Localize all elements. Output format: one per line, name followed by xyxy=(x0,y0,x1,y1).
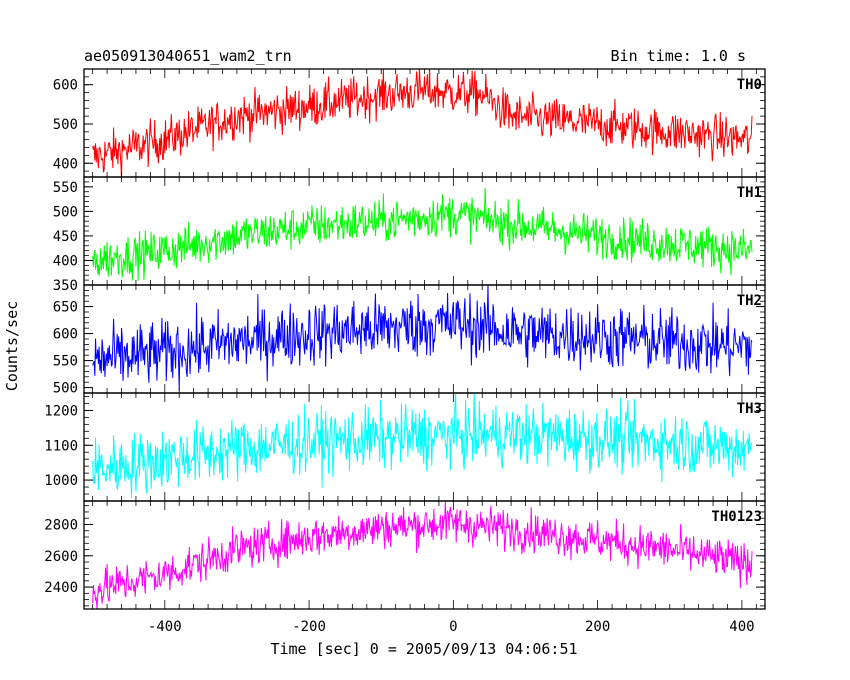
y-tick-label: 500 xyxy=(53,381,78,397)
panel-label: TH0 xyxy=(737,77,762,93)
y-tick-label: 400 xyxy=(53,253,78,269)
y-tick-label: 600 xyxy=(53,327,78,343)
panel-th1: 350 400 450 500 550 TH1 xyxy=(53,176,766,294)
y-tick-label: 1100 xyxy=(44,438,78,454)
y-tick-label: 1000 xyxy=(44,473,78,489)
y-tick-label: 450 xyxy=(53,229,78,245)
y-tick-label: 1200 xyxy=(44,403,78,419)
y-tick-label: 500 xyxy=(53,204,78,220)
y-tick-label: 2400 xyxy=(44,580,78,596)
y-tick-label: 550 xyxy=(53,354,78,370)
series-line-th3 xyxy=(92,393,753,498)
panel-label: TH0123 xyxy=(711,509,762,525)
x-tick-label: 400 xyxy=(729,619,754,635)
x-tick-label: 200 xyxy=(585,619,610,635)
x-axis: -400 -200 0 200 400 xyxy=(148,619,755,635)
panel-label: TH2 xyxy=(737,293,762,309)
x-axis-label: Time [sec] 0 = 2005/09/13 04:06:51 xyxy=(270,640,577,658)
series-line-th1 xyxy=(92,188,753,281)
bin-time-label: Bin time: 1.0 s xyxy=(611,47,746,65)
series-line-th0 xyxy=(92,69,753,177)
panel-th0: 400 500 600 TH0 xyxy=(53,68,766,178)
y-tick-label: 350 xyxy=(53,278,78,294)
panel-label: TH1 xyxy=(737,185,762,201)
series-line-th2 xyxy=(92,285,753,391)
y-tick-label: 2600 xyxy=(44,549,78,565)
series-line-th0123 xyxy=(92,501,753,609)
x-tick-label: -200 xyxy=(292,619,326,635)
panel-label: TH3 xyxy=(737,401,762,417)
y-tick-label: 400 xyxy=(53,156,78,172)
panels-group: 400 500 600 TH0 350 400 450 500 550 TH1 500 550 600 6… xyxy=(44,68,766,610)
y-tick-label: 500 xyxy=(53,117,78,133)
panel-th2: 500 550 600 650 TH2 xyxy=(53,284,766,397)
chart-title: ae050913040651_wam2_trn xyxy=(84,47,292,65)
y-tick-label: 550 xyxy=(53,180,78,196)
y-axis-label: Counts/sec xyxy=(3,301,21,391)
y-tick-label: 600 xyxy=(53,78,78,94)
x-tick-label: -400 xyxy=(148,619,182,635)
panel-frame xyxy=(83,500,766,610)
x-tick-label: 0 xyxy=(449,619,457,635)
panel-th3: 1000 1100 1200 TH3 xyxy=(44,392,766,502)
y-tick-label: 650 xyxy=(53,300,78,316)
y-tick-label: 2800 xyxy=(44,517,78,533)
panel-th0123: 2400 2600 2800 TH0123 xyxy=(44,500,766,610)
